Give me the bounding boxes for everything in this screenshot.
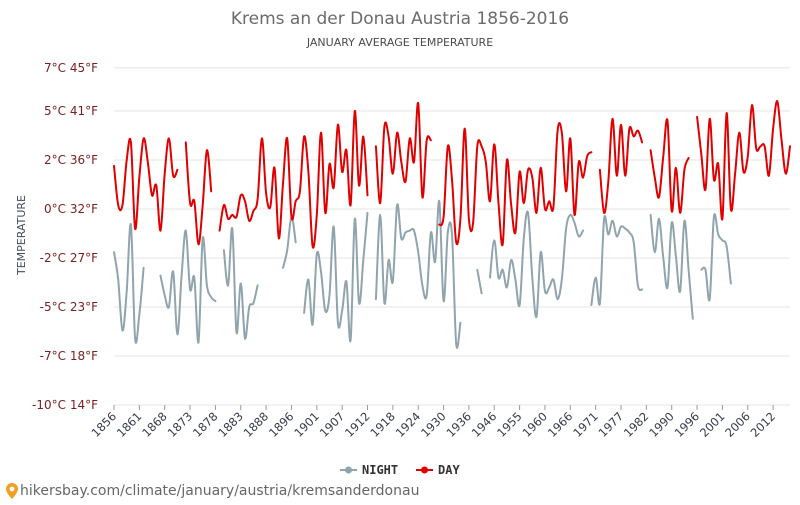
series-line-day — [113, 137, 179, 232]
series-line-night — [700, 213, 732, 302]
series-line-day — [598, 117, 644, 214]
x-tick-label: 1996 — [672, 409, 703, 440]
series-line-day — [184, 141, 213, 246]
y-tick-label: -7°C 18°F — [40, 349, 98, 363]
x-tick-label: 1907 — [317, 409, 348, 440]
x-tick-label: 1936 — [443, 409, 474, 440]
y-tick-label: 5°C 41°F — [44, 104, 98, 118]
source-footer[interactable]: hikersbay.com/climate/january/austria/kr… — [6, 483, 419, 499]
x-tick-label: 1971 — [570, 409, 601, 440]
legend-item-night[interactable]: NIGHT — [340, 463, 398, 477]
y-tick-label: -2°C 27°F — [40, 251, 98, 265]
series-line-day — [438, 122, 593, 247]
y-tick-label: 0°C 32°F — [44, 202, 98, 216]
series-line-night — [649, 213, 694, 320]
x-tick-label: 2006 — [722, 409, 753, 440]
x-tick-label: 1883 — [215, 409, 246, 440]
x-tick-label: 1930 — [418, 409, 449, 440]
x-tick-label: 2012 — [748, 409, 779, 440]
legend[interactable]: NIGHT DAY — [340, 463, 460, 477]
series-line-night — [222, 227, 259, 340]
x-tick-label: 1955 — [494, 409, 525, 440]
x-tick-label: 1856 — [89, 409, 120, 440]
x-tick-label: 1990 — [646, 409, 677, 440]
x-tick-label: 1912 — [342, 409, 373, 440]
x-tick-label: 1960 — [519, 409, 550, 440]
x-tick-label: 1861 — [114, 409, 145, 440]
x-tick-label: 1977 — [596, 409, 627, 440]
series-line-day — [374, 102, 432, 205]
chart-subtitle: JANUARY AVERAGE TEMPERATURE — [306, 36, 493, 49]
series-line-night — [489, 210, 584, 319]
y-axis-label: TEMPERATURE — [15, 195, 28, 276]
source-link[interactable]: hikersbay.com/climate/january/austria/kr… — [20, 483, 419, 499]
x-tick-label: 1924 — [393, 409, 424, 440]
legend-day-marker — [421, 466, 428, 474]
x-tick-label: 1946 — [469, 409, 500, 440]
series-line-day — [696, 100, 791, 221]
location-pin-icon — [6, 483, 18, 499]
series — [113, 100, 791, 349]
x-tick-label: 1878 — [190, 409, 221, 440]
legend-item-day[interactable]: DAY — [416, 463, 460, 477]
legend-night-label: NIGHT — [362, 463, 398, 477]
x-tick-label: 1901 — [291, 409, 322, 440]
x-tick-label: 1888 — [241, 409, 272, 440]
series-line-night — [374, 200, 462, 349]
x-tick-label: 1982 — [621, 409, 652, 440]
y-tick-label: -10°C 14°F — [32, 398, 98, 412]
y-tick-label: -5°C 23°F — [40, 300, 98, 314]
series-line-night — [113, 223, 145, 344]
series-night — [113, 200, 732, 349]
y-tick-label: 7°C 45°F — [44, 61, 98, 75]
series-line-night — [590, 215, 644, 306]
series-day — [113, 100, 791, 249]
x-tick-label: 1873 — [165, 409, 196, 440]
series-line-night — [303, 211, 369, 343]
y-axis-ticks: 7°C 45°F 5°C 41°F 2°C 36°F 0°C 32°F -2°C 27°… — [32, 61, 98, 412]
series-line-day — [218, 109, 369, 249]
x-tick-label: 1868 — [139, 409, 170, 440]
series-line-night — [282, 215, 297, 269]
series-line-night — [159, 229, 217, 344]
x-tick-label: 1918 — [367, 409, 398, 440]
y-tick-label: 2°C 36°F — [44, 153, 98, 167]
x-tick-label: 1896 — [266, 409, 297, 440]
series-line-night — [476, 268, 483, 295]
legend-day-label: DAY — [438, 463, 460, 477]
x-axis-ticks: 1856186118681873187818831888189619011907… — [89, 405, 779, 440]
legend-night-marker — [345, 466, 352, 474]
x-tick-label: 2001 — [697, 409, 728, 440]
series-line-day — [649, 118, 690, 214]
chart-title: Krems an der Donau Austria 1856-2016 — [231, 9, 569, 29]
x-tick-label: 1966 — [545, 409, 576, 440]
